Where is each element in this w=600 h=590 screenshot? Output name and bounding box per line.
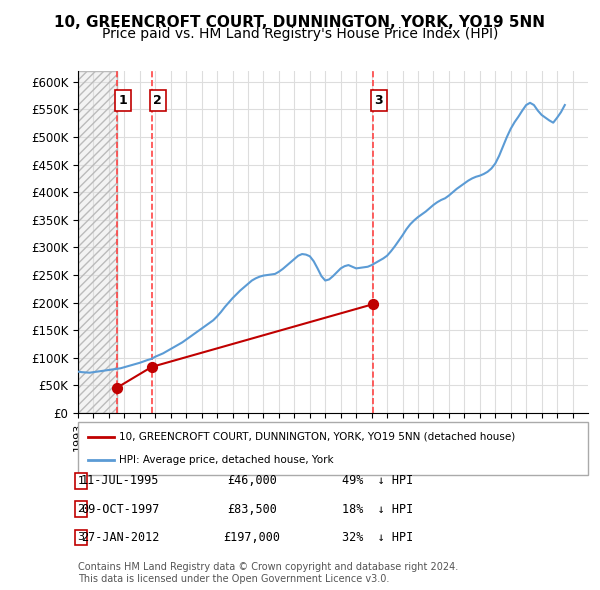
Text: HPI: Average price, detached house, York: HPI: Average price, detached house, York — [119, 455, 334, 465]
Text: 1: 1 — [77, 476, 85, 486]
Bar — [78, 71, 117, 413]
Text: Contains HM Land Registry data © Crown copyright and database right 2024.
This d: Contains HM Land Registry data © Crown c… — [78, 562, 458, 584]
Point — [147, 362, 157, 372]
Text: £46,000: £46,000 — [227, 474, 277, 487]
Text: 32%  ↓ HPI: 32% ↓ HPI — [343, 531, 413, 544]
Text: 09-OCT-1997: 09-OCT-1997 — [81, 503, 159, 516]
Point — [368, 300, 377, 309]
Text: £83,500: £83,500 — [227, 503, 277, 516]
Text: 10, GREENCROFT COURT, DUNNINGTON, YORK, YO19 5NN (detached house): 10, GREENCROFT COURT, DUNNINGTON, YORK, … — [119, 432, 515, 442]
Text: 18%  ↓ HPI: 18% ↓ HPI — [343, 503, 413, 516]
Text: 1: 1 — [119, 94, 127, 107]
Text: 3: 3 — [77, 533, 85, 542]
Point — [112, 383, 122, 392]
Text: 49%  ↓ HPI: 49% ↓ HPI — [343, 474, 413, 487]
Text: 10, GREENCROFT COURT, DUNNINGTON, YORK, YO19 5NN: 10, GREENCROFT COURT, DUNNINGTON, YORK, … — [55, 15, 545, 30]
Text: 11-JUL-1995: 11-JUL-1995 — [81, 474, 159, 487]
Text: Price paid vs. HM Land Registry's House Price Index (HPI): Price paid vs. HM Land Registry's House … — [102, 27, 498, 41]
Text: 27-JAN-2012: 27-JAN-2012 — [81, 531, 159, 544]
FancyBboxPatch shape — [78, 422, 588, 475]
Text: £197,000: £197,000 — [223, 531, 281, 544]
Text: 2: 2 — [153, 94, 162, 107]
Bar — [78, 71, 117, 413]
Text: 3: 3 — [374, 94, 383, 107]
Text: 2: 2 — [77, 504, 85, 514]
